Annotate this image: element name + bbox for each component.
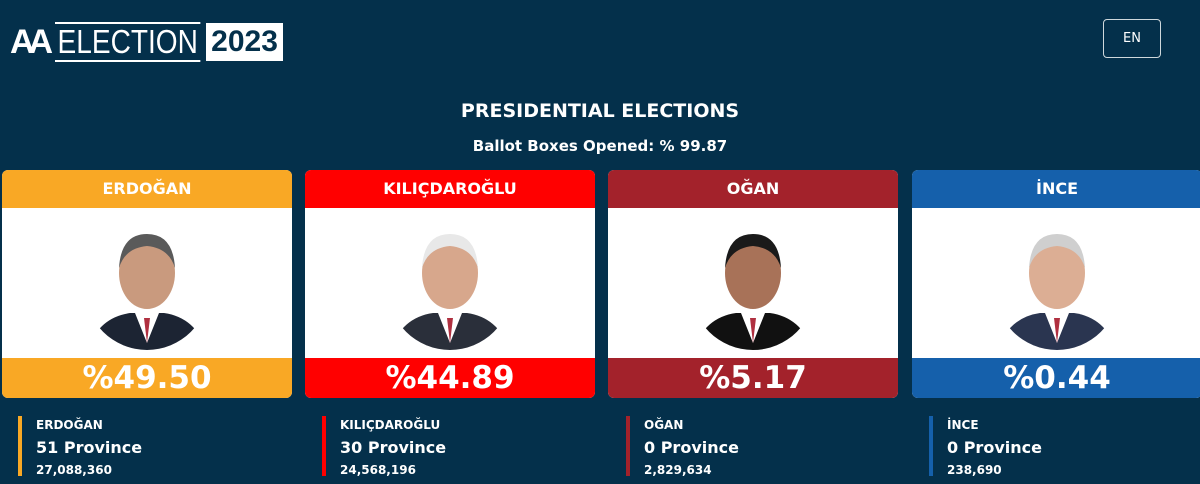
election-logo[interactable]: AA ELECTION 2023 [10,20,283,64]
candidate-photo [305,208,595,358]
candidate-percent: %49.50 [2,358,292,398]
candidate-name: ERDOĞAN [2,170,292,208]
summary-name: ERDOĞAN [36,418,103,432]
summary-name: KILIÇDAROĞLU [340,418,441,432]
vote-count: 24,568,196 [340,463,416,477]
candidate-name: OĞAN [608,170,898,208]
summary-name: OĞAN [644,418,684,432]
province-count: 51 Province [36,438,143,457]
candidate-photo [608,208,898,358]
province-count: 0 Province [644,438,739,457]
candidate-card[interactable]: OĞAN %5.17 [608,170,898,398]
candidate-card[interactable]: ERDOĞAN %49.50 [2,170,292,398]
candidate-summary: İNCE 0 Province 238,690 [929,416,1042,477]
logo-year: 2023 [206,23,283,61]
vote-count: 2,829,634 [644,463,712,477]
candidate-summary: KILIÇDAROĞLU 30 Province 24,568,196 [322,416,447,477]
page-title: PRESIDENTIAL ELECTIONS [460,100,740,122]
vote-count: 238,690 [947,463,1002,477]
candidate-photo [2,208,292,358]
candidate-card[interactable]: KILIÇDAROĞLU %44.89 [305,170,595,398]
candidate-summary: OĞAN 0 Province 2,829,634 [626,416,739,477]
aa-logo-mark: AA [10,22,53,61]
candidate-percent: %0.44 [912,358,1200,398]
ballot-boxes-opened: Ballot Boxes Opened: % 99.87 [472,137,728,155]
candidate-card[interactable]: İNCE %0.44 [912,170,1200,398]
vote-count: 27,088,360 [36,463,112,477]
language-button[interactable]: EN [1103,19,1161,58]
province-count: 0 Province [947,438,1042,457]
candidate-photo [912,208,1200,358]
candidate-name: KILIÇDAROĞLU [305,170,595,208]
province-count: 30 Province [340,438,447,457]
candidate-name: İNCE [912,170,1200,208]
logo-word: ELECTION [55,22,201,62]
summary-name: İNCE [947,418,979,432]
candidate-summary: ERDOĞAN 51 Province 27,088,360 [18,416,143,477]
candidate-percent: %5.17 [608,358,898,398]
candidate-percent: %44.89 [305,358,595,398]
